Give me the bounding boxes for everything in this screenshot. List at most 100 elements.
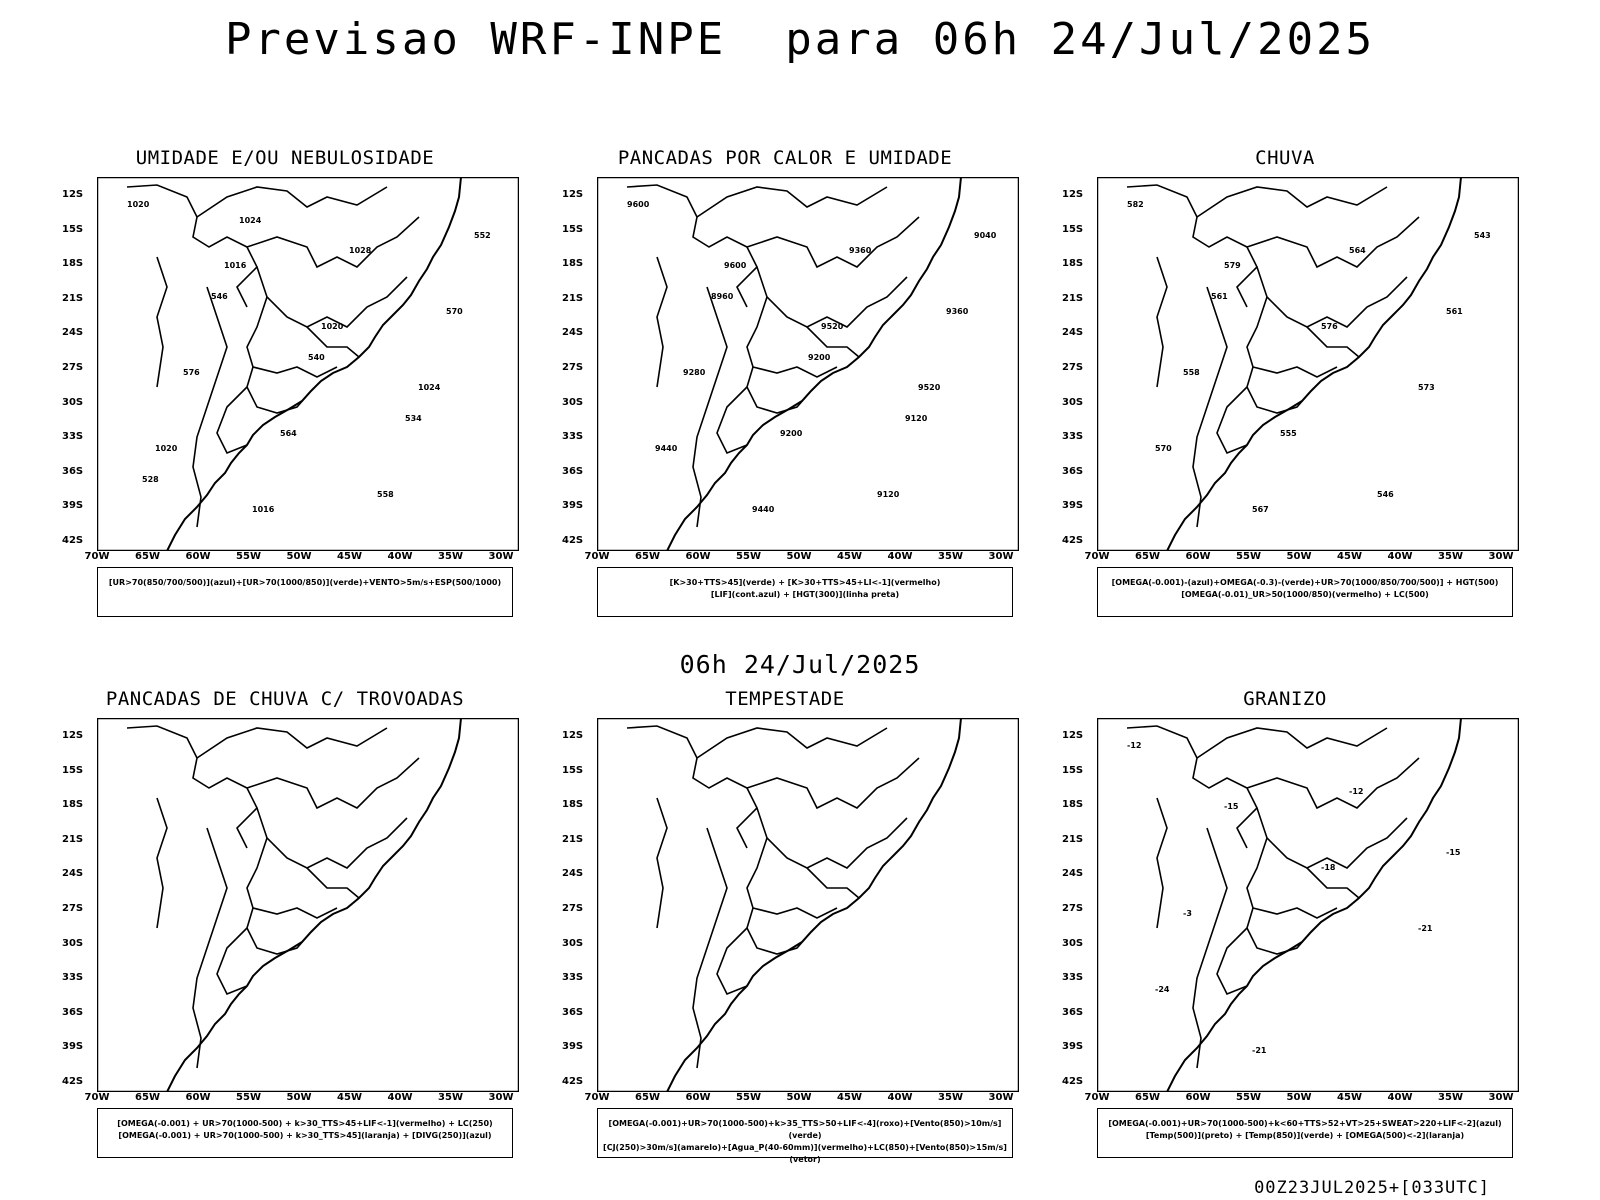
contour-label: 543 [1474,231,1491,240]
latitude-label: 27S [562,903,584,914]
longitude-label: 55W [736,551,761,562]
latitude-label: 39S [1062,500,1084,512]
longitude-label: 40W [1387,1092,1413,1103]
longitude-label: 30W [988,551,1014,562]
longitude-label: 40W [887,1092,913,1103]
contour-label: 9040 [974,231,997,240]
contour-label: 561 [1211,292,1228,301]
longitude-label: 70W [84,551,110,562]
contour-label: 534 [405,414,422,423]
contour-label: 9440 [752,505,775,514]
contour-label: 9120 [877,490,900,499]
contour-label: 546 [1377,490,1394,499]
legend-line: [K>30+TTS>45](verde) + [K>30+TTS>45+LI<-… [669,578,941,587]
longitude-label: 50W [786,1092,812,1103]
latitude-label: 24S [1062,327,1084,339]
contour-label: 9120 [905,414,928,423]
latitude-label: 24S [562,868,584,880]
longitude-label: 45W [337,1092,362,1103]
latitude-label: 36S [62,1006,84,1018]
longitude-label: 45W [837,1092,862,1103]
latitude-label: 27S [62,903,84,914]
longitude-label: 55W [1236,551,1261,562]
contour-label: 528 [142,475,159,484]
contour-label: 1016 [252,505,275,514]
forecast-map: 9600 9600 9520 9520 9440 9440 9360 9360 9280 9200… [597,177,1019,551]
longitude-label: 65W [635,551,660,562]
contour-label: -18 [1321,863,1336,872]
latitude-label: 18S [62,258,84,270]
longitude-label: 65W [135,1092,160,1103]
contour-label: 9200 [808,353,831,362]
latitude-label: 12S [62,189,84,200]
latitude-label: 18S [1062,799,1084,811]
latitude-label: 36S [62,465,84,477]
longitude-label: 35W [938,1092,963,1103]
longitude-label: 60W [685,551,711,562]
contour-label: 9600 [627,200,650,209]
latitude-label: 39S [62,500,84,512]
longitude-label: 70W [1084,551,1110,562]
latitude-label: 27S [1062,903,1084,914]
latitude-label: 39S [562,1041,584,1053]
latitude-label: 21S [562,833,584,845]
contour-label: 576 [1321,322,1338,331]
legend-line: [CJ(250)>30m/s](amarelo)+[Agua_P(40-60mm… [603,1143,1007,1164]
latitude-label: 33S [562,431,584,443]
forecast-map: 1020 1016 1020 1024 1020 1016 1028 570 576 564 558… [97,177,519,551]
longitude-label: 50W [1286,1092,1312,1103]
latitude-label: 33S [62,972,84,984]
legend-line: [OMEGA(-0.001)-(azul)+OMEGA(-0.3)-(verde… [1111,578,1499,587]
forecast-map: -12 -15 -18 -21 -24 -21 -12 -15 -3 [1097,718,1519,1092]
panel-title: CHUVA [1255,147,1315,169]
contour-label: -21 [1418,924,1433,933]
contour-label: 9360 [946,307,969,316]
latitude-label: 15S [562,223,584,235]
legend-box: [OMEGA(-0.001) + UR>70(1000-500) + k>30_… [97,1108,513,1158]
legend-line: [OMEGA(-0.001) + UR>70(1000-500) + k>30_… [117,1119,493,1128]
latitude-label: 42S [62,1076,84,1087]
map-panel: PANCADAS POR CALOR E UMIDADE 9600 9600 9520… [540,147,1030,637]
longitude-label: 45W [1337,1092,1362,1103]
latitude-label: 18S [562,799,584,811]
latitude-label: 36S [1062,465,1084,477]
longitude-label: 45W [337,551,362,562]
latitude-label: 36S [562,1006,584,1018]
latitude-label: 21S [62,833,84,845]
longitude-label: 35W [1438,1092,1463,1103]
latitude-label: 27S [1062,362,1084,373]
latitude-label: 39S [1062,1041,1084,1053]
longitude-label: 30W [1488,551,1514,562]
latitude-label: 30S [62,937,84,949]
longitude-label: 30W [488,551,514,562]
longitude-label: 55W [236,1092,261,1103]
contour-label: 1016 [224,261,247,270]
latitude-label: 24S [62,868,84,880]
contour-label: -15 [1224,802,1239,811]
longitude-label: 35W [438,551,463,562]
latitude-label: 15S [62,223,84,235]
panel-title: TEMPESTADE [725,688,845,710]
contour-label: 579 [1224,261,1241,270]
longitude-label: 30W [988,1092,1014,1103]
contour-label: 570 [1155,444,1172,453]
legend-line: [LIF](cont.azul) + [HGT(300)](linha pret… [710,590,900,599]
latitude-label: 33S [1062,431,1084,443]
latitude-label: 30S [1062,937,1084,949]
longitude-label: 40W [387,1092,413,1103]
main-title: Previsao WRF-INPE para 06h 24/Jul/2025 [224,14,1376,65]
contour-label: -12 [1349,787,1363,796]
legend-line: [UR>70(850/700/500)](azul)+[UR>70(1000/8… [108,578,502,587]
latitude-label: 12S [1062,189,1084,200]
latitude-label: 12S [62,730,84,741]
latitude-label: 33S [62,431,84,443]
longitude-label: 60W [185,551,211,562]
latitude-label: 36S [562,465,584,477]
latitude-label: 21S [1062,833,1084,845]
latitude-label: 33S [1062,972,1084,984]
longitude-label: 30W [488,1092,514,1103]
latitude-label: 30S [562,396,584,408]
contour-label: 561 [1446,307,1463,316]
longitude-label: 50W [286,1092,312,1103]
legend-line: [OMEGA(-0.001)+UR>70(1000-500)+k<60+TTS>… [1108,1119,1502,1128]
